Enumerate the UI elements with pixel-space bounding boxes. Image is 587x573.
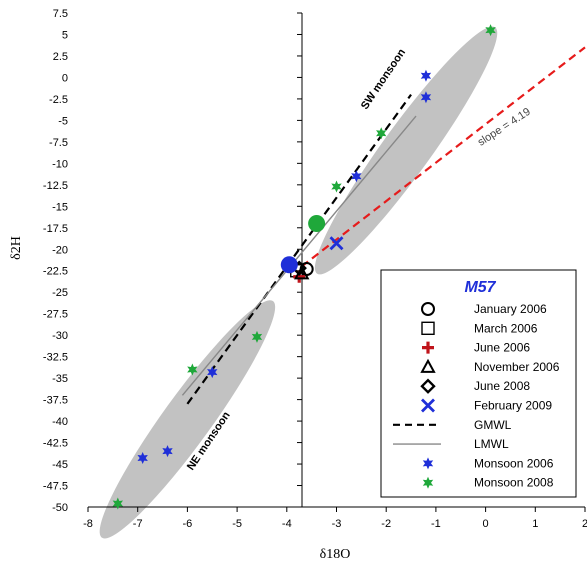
y-tick-label: -47.5	[43, 481, 68, 493]
axes: -8 -7 -6 -5 -4 -3 -2 -1 0 1 27.552.50-2.5-5-7.5-10…	[9, 8, 587, 562]
x-tick-label: -2	[381, 518, 391, 530]
star-point	[420, 91, 432, 104]
star-point	[331, 180, 342, 193]
legend-circle-marker	[421, 302, 435, 316]
y-tick-label: 7.5	[53, 8, 68, 20]
x-tick-label: 1	[532, 518, 538, 530]
x-tick-label: -8	[83, 518, 93, 530]
y-tick-label: -5	[58, 115, 68, 127]
y-tick-label: -32.5	[43, 352, 68, 364]
legend-star-marker	[422, 476, 434, 489]
y-axis-label: δ2H	[9, 236, 24, 260]
y-tick-label: -10	[52, 158, 68, 170]
y-tick-label: -22.5	[43, 266, 68, 278]
x-tick-label: -3	[332, 518, 342, 530]
water-lines	[181, 46, 586, 405]
legend-label: June 2008	[474, 379, 530, 393]
x-tick-label: -5	[232, 518, 242, 530]
legend-label: November 2006	[474, 360, 560, 374]
legend-title: M57	[464, 279, 496, 296]
sw-monsoon-label: SW monsoon	[359, 47, 408, 112]
legend-label: January 2006	[474, 302, 547, 316]
legend-label: Monsoon 2008	[474, 476, 554, 490]
legend-x-marker	[421, 398, 435, 413]
star-point	[162, 445, 173, 458]
y-tick-label: 5	[62, 29, 68, 41]
x-axis-label: δ18O	[320, 547, 351, 562]
monsoon-ellipses	[99, 26, 498, 539]
x-tick-label: -7	[133, 518, 143, 530]
legend-label: June 2006	[474, 341, 530, 355]
y-tick-label: -17.5	[43, 223, 68, 235]
x-tick-label: 2	[582, 518, 587, 530]
star-point	[420, 69, 432, 82]
legend-box	[380, 269, 577, 498]
legend-label: Monsoon 2006	[474, 456, 554, 470]
y-tick-label: -20	[52, 244, 68, 256]
x-tick-label: -6	[183, 518, 193, 530]
legend-label: February 2009	[474, 399, 552, 413]
slope-line	[301, 46, 586, 268]
y-tick-label: -30	[52, 330, 68, 342]
bigdot-point	[280, 256, 298, 274]
y-tick-label: -40	[52, 416, 68, 428]
legend-diamond-marker	[420, 378, 436, 394]
y-tick-label: -12.5	[43, 180, 68, 192]
slope-label: slope = 4.19	[476, 106, 533, 149]
ne-monsoon-ellipse	[99, 300, 276, 539]
star-point	[351, 170, 362, 183]
y-tick-label: 2.5	[53, 51, 68, 63]
lmwl-line	[181, 115, 417, 396]
x-tick-label: 0	[483, 518, 489, 530]
y-tick-label: -15	[52, 201, 68, 213]
y-tick-label: -25	[52, 287, 68, 299]
y-tick-label: -35	[52, 373, 68, 385]
star-point	[187, 363, 198, 376]
y-tick-label: -45	[52, 459, 68, 471]
star-point	[485, 24, 496, 37]
x-tick-label: -1	[431, 518, 441, 530]
legend: M57 January 2006 March 2006 June 2006 Novemb…	[380, 269, 577, 498]
star-point	[376, 127, 387, 140]
star-point	[137, 452, 148, 465]
sw-monsoon-ellipse	[314, 26, 498, 275]
y-tick-label: -42.5	[43, 438, 68, 450]
y-tick-label: 0	[62, 72, 68, 84]
x-tick-label: -4	[282, 518, 292, 530]
star-point	[251, 330, 263, 343]
legend-triangle-marker	[420, 358, 436, 373]
star-point	[112, 497, 124, 510]
data-points	[112, 24, 496, 510]
x-point	[329, 236, 344, 251]
legend-star-marker	[422, 457, 434, 470]
legend-label: LMWL	[474, 437, 509, 451]
gmwl-line	[186, 93, 412, 405]
y-tick-label: -7.5	[49, 137, 68, 149]
y-tick-label: -50	[52, 502, 68, 514]
legend-plus-marker	[422, 341, 434, 354]
legend-label: March 2006	[474, 321, 538, 335]
legend-label: GMWL	[474, 418, 512, 432]
legend-square-marker	[421, 321, 435, 335]
star-point	[207, 366, 218, 379]
y-tick-label: -2.5	[49, 94, 68, 106]
y-tick-label: -27.5	[43, 309, 68, 321]
y-tick-label: -37.5	[43, 395, 68, 407]
bigdot-point	[308, 214, 326, 232]
